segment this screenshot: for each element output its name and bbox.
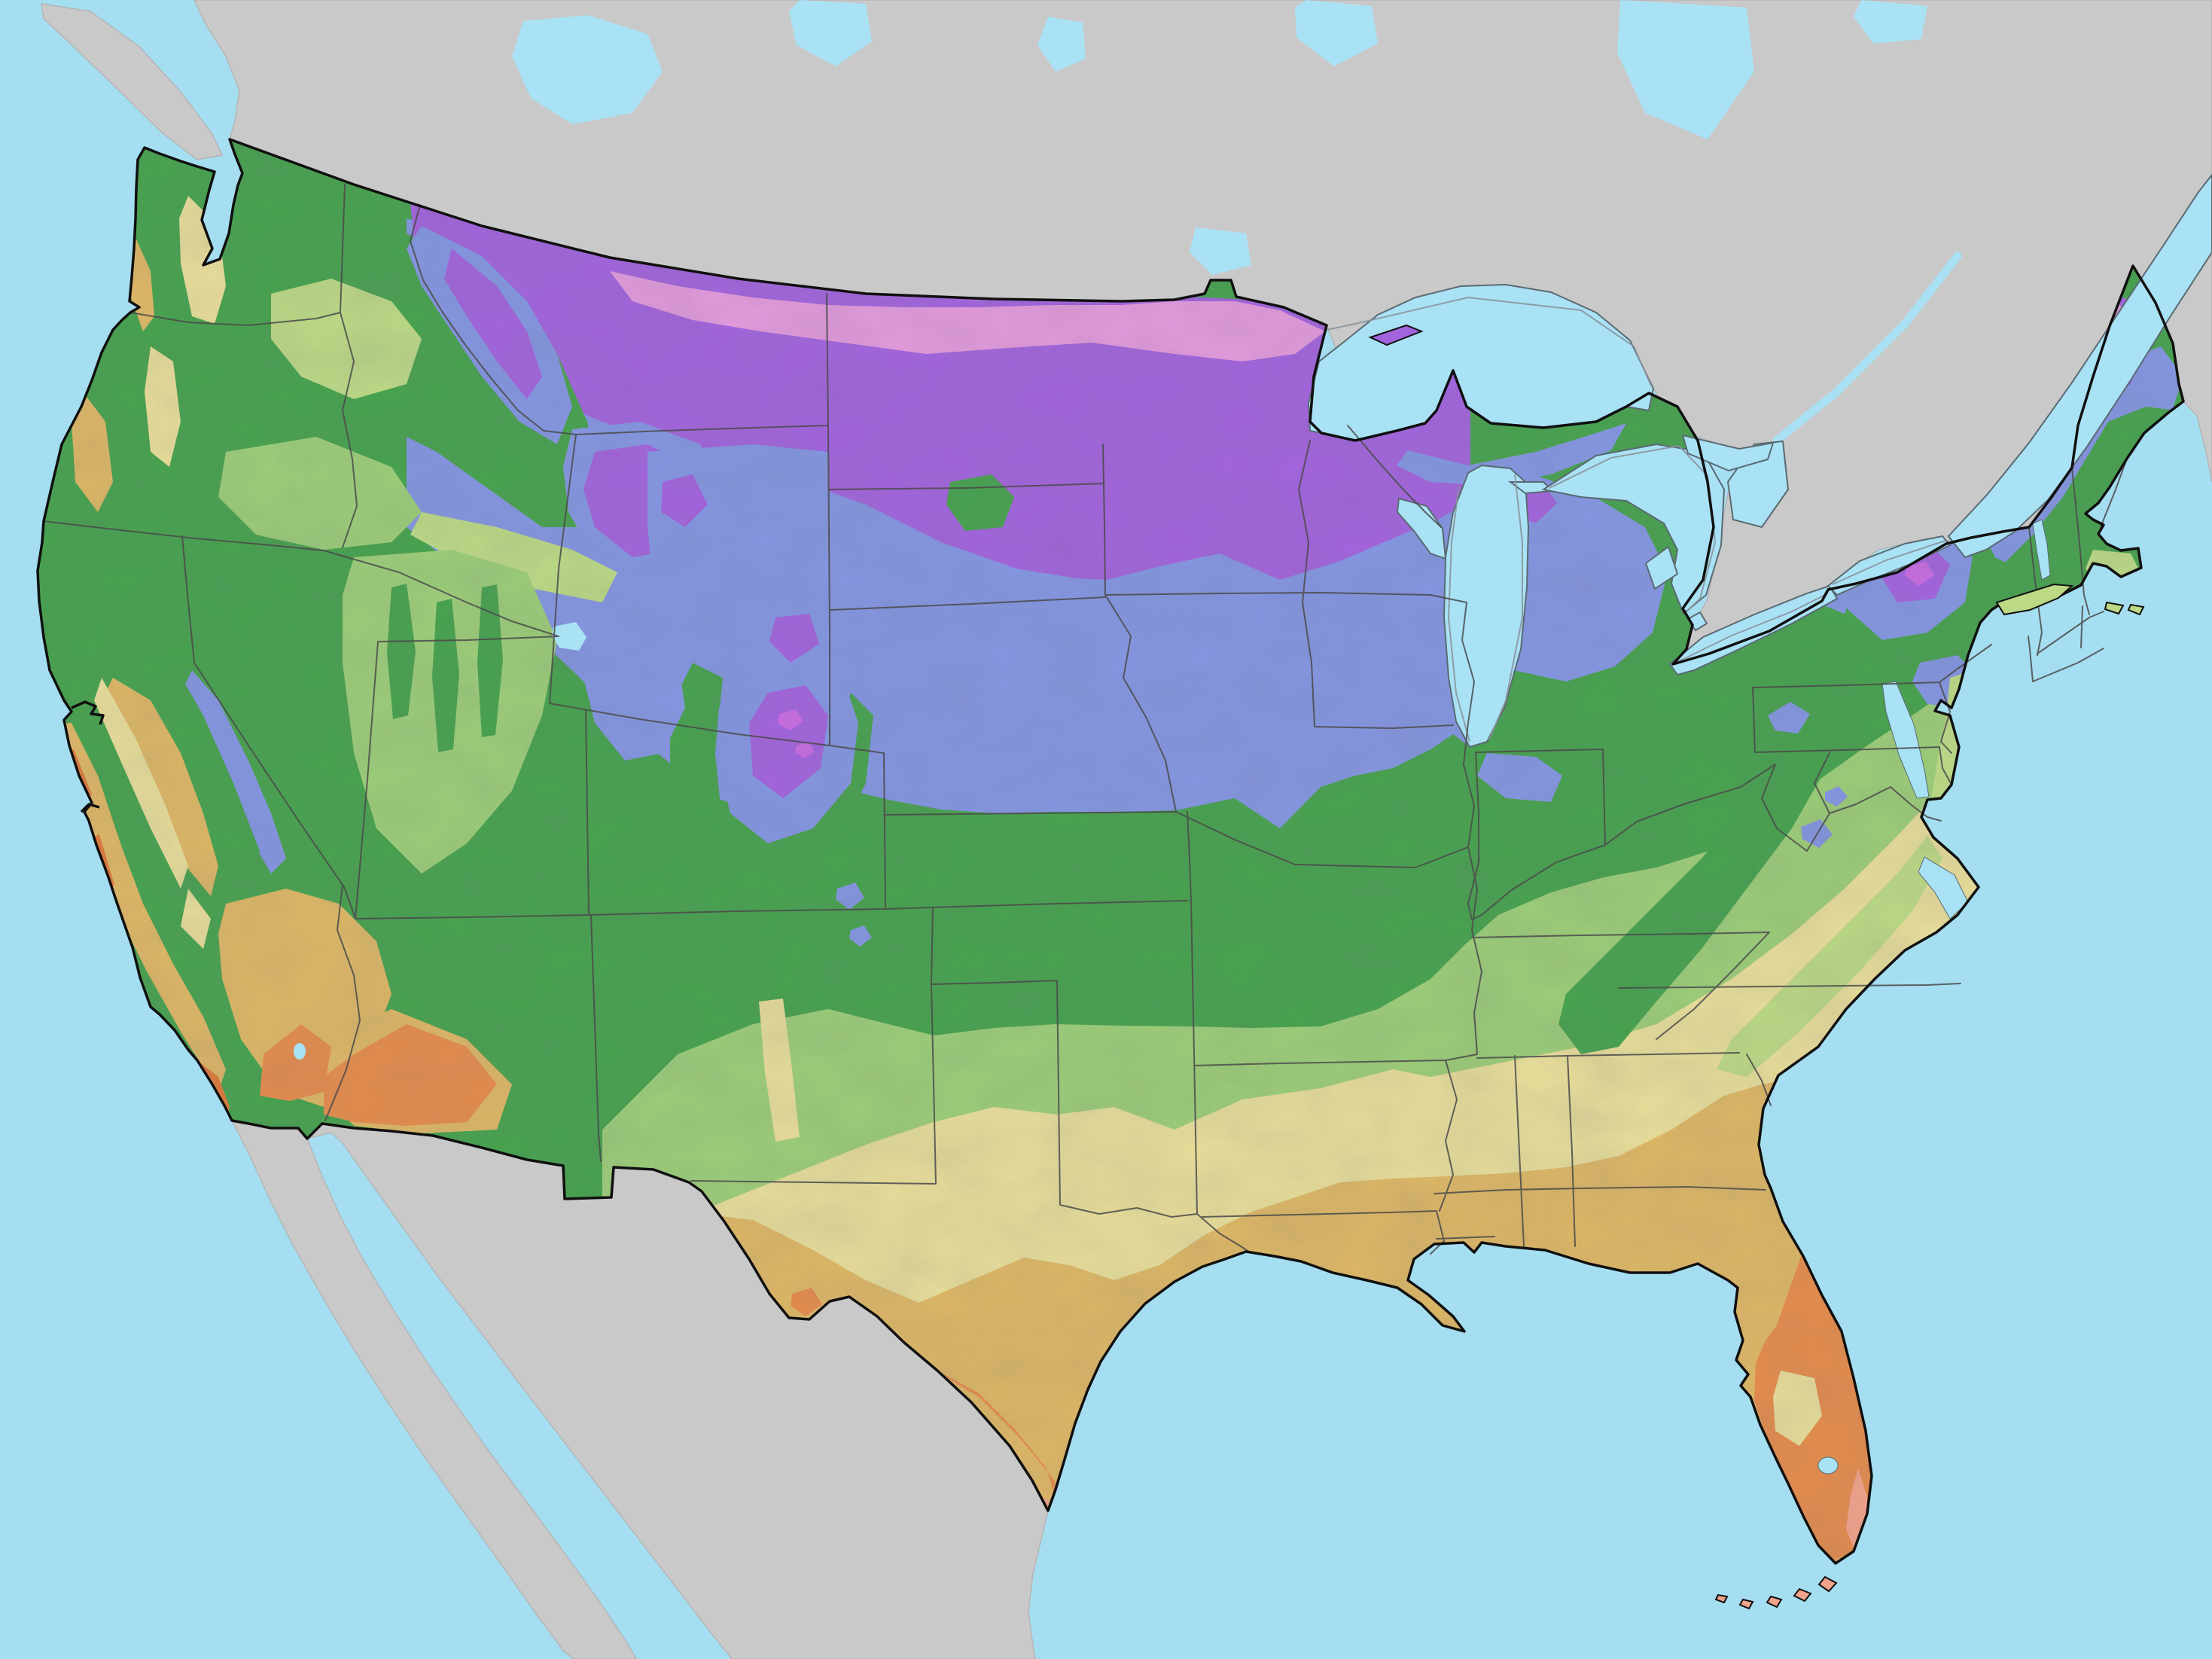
us-small-lakes (294, 519, 2051, 1474)
florida-keys (1714, 1575, 1838, 1610)
lake-okeechobee (1817, 1456, 1839, 1474)
superior-water-boundary (1326, 296, 1652, 386)
offshore-islands (1368, 324, 2145, 1610)
canada-lake (1295, 0, 1378, 66)
ottawa-river (1772, 252, 1962, 445)
huron-water-boundary (1549, 444, 1717, 612)
great-lakes (1307, 173, 2212, 749)
canada-lakes (512, 0, 1962, 445)
north-channel (1681, 434, 1775, 472)
key-island (1714, 1593, 1729, 1604)
nantucket (2127, 603, 2145, 616)
canada-lake (789, 0, 872, 66)
baja-california-landmass (230, 1119, 637, 1659)
key-island (1766, 1595, 1783, 1609)
lake-champlain (2032, 519, 2051, 581)
key-island (1738, 1598, 1754, 1610)
canada-lake (1037, 17, 1086, 72)
canada-lake (1854, 0, 1927, 44)
canada-lake (1617, 0, 1754, 139)
ontario-water-boundary (1832, 540, 1946, 585)
foreign-landmasses (41, 0, 2212, 1659)
lake-ontario (1827, 535, 1951, 596)
key-island (1817, 1575, 1838, 1593)
lake-of-the-woods (1190, 227, 1251, 275)
sf-bay-inlets (71, 700, 105, 813)
green-bay (1396, 497, 1447, 560)
st-lawrence-river (1947, 173, 2212, 559)
michigan-water-boundary (1447, 474, 1523, 743)
saginaw-bay (1644, 545, 1679, 590)
long-island (1995, 583, 2074, 616)
marthas-vineyard (2104, 601, 2125, 615)
salton-sea (294, 1043, 306, 1060)
key-island (1793, 1587, 1812, 1603)
maritime-boundaries (1326, 296, 1946, 743)
erie-water-boundary (1675, 593, 1829, 663)
isle-royale (1368, 324, 1424, 346)
vancouver-island-landmass (41, 3, 224, 160)
great-salt-lake (552, 622, 587, 651)
state-borders (43, 184, 2128, 1255)
chesapeake-bay (1881, 681, 1930, 799)
canada-lake (512, 15, 663, 124)
